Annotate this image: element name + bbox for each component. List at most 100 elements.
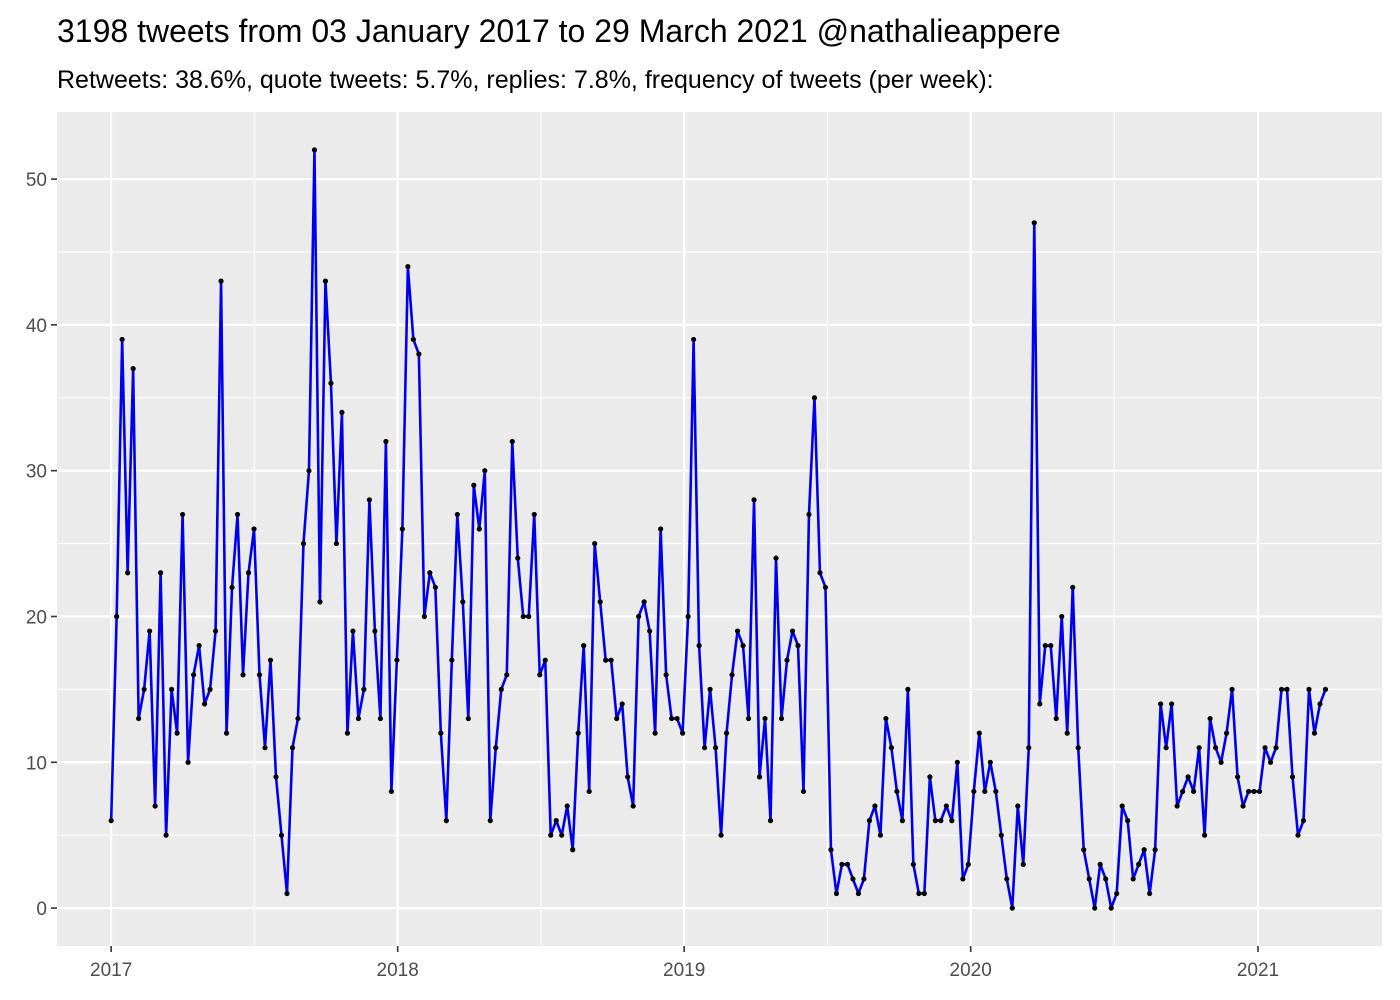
- data-point: [1026, 745, 1032, 751]
- data-point: [465, 715, 471, 722]
- data-point: [1306, 686, 1312, 692]
- data-point: [784, 657, 790, 663]
- data-point: [592, 540, 598, 547]
- data-point: [1015, 803, 1021, 809]
- data-point: [399, 526, 405, 532]
- data-point: [998, 832, 1004, 838]
- data-point: [641, 599, 647, 605]
- data-point: [894, 788, 900, 795]
- data-point: [416, 351, 422, 357]
- data-point: [1289, 774, 1296, 780]
- data-point: [789, 628, 796, 634]
- data-point: [658, 526, 664, 532]
- data-point: [476, 526, 482, 532]
- data-point: [701, 745, 708, 751]
- data-point: [921, 890, 927, 897]
- data-point: [251, 526, 257, 532]
- data-point: [388, 788, 394, 795]
- grid-minor-lines: [57, 112, 1382, 946]
- data-point: [300, 540, 307, 547]
- data-point: [916, 890, 922, 897]
- y-tick-label: 10: [26, 753, 47, 774]
- data-point: [179, 511, 186, 518]
- data-point: [438, 730, 444, 736]
- x-tick-label: 2017: [90, 960, 132, 981]
- data-point: [1300, 818, 1307, 824]
- data-point: [443, 818, 449, 824]
- data-point: [647, 628, 653, 634]
- data-point: [1119, 803, 1125, 809]
- data-point: [509, 438, 515, 445]
- data-point: [1191, 788, 1197, 795]
- data-point: [212, 628, 219, 634]
- data-point: [608, 657, 614, 663]
- data-point: [130, 366, 136, 372]
- data-point: [267, 657, 274, 663]
- data-point: [1163, 745, 1169, 751]
- data-point: [487, 818, 493, 824]
- data-point: [767, 818, 774, 824]
- data-point: [147, 628, 153, 634]
- data-point: [762, 715, 768, 722]
- data-point: [943, 803, 949, 809]
- data-point: [1152, 847, 1158, 853]
- data-point: [795, 643, 801, 649]
- data-point: [839, 861, 845, 867]
- data-point: [971, 788, 977, 795]
- data-point: [1185, 774, 1191, 780]
- data-point: [1136, 861, 1142, 867]
- data-point: [152, 803, 158, 809]
- data-point: [575, 730, 581, 736]
- chart-subtitle: Retweets: 38.6%, quote tweets: 5.7%, rep…: [57, 66, 994, 94]
- data-point: [1141, 847, 1147, 853]
- data-point: [987, 759, 993, 765]
- data-point: [1053, 715, 1059, 722]
- data-point: [190, 672, 197, 678]
- data-point: [169, 686, 175, 692]
- data-point: [729, 672, 735, 678]
- data-point: [273, 774, 279, 780]
- data-point: [993, 788, 999, 795]
- data-point: [756, 774, 763, 780]
- data-point: [520, 613, 526, 620]
- data-point: [1081, 847, 1087, 853]
- data-point: [751, 497, 757, 503]
- data-point: [712, 745, 719, 751]
- data-point: [454, 511, 460, 518]
- x-tick-label: 2021: [1237, 960, 1279, 981]
- y-axis: 0 10 20 30 40 50: [26, 170, 57, 920]
- x-axis: 2017 2018 2019 2020 2021: [90, 946, 1279, 981]
- y-tick-label: 50: [26, 170, 47, 191]
- data-point: [493, 745, 499, 751]
- data-point: [245, 570, 252, 576]
- data-point: [822, 584, 829, 590]
- data-point: [614, 715, 620, 722]
- data-point: [1086, 876, 1092, 882]
- data-point: [932, 818, 938, 824]
- data-point: [1207, 715, 1213, 722]
- data-point: [603, 657, 609, 663]
- data-point: [427, 570, 433, 576]
- data-point: [537, 672, 543, 678]
- data-point: [570, 847, 576, 853]
- data-point: [905, 686, 911, 692]
- data-point: [844, 861, 851, 867]
- data-point: [449, 657, 455, 663]
- data-point: [1147, 890, 1153, 897]
- data-point: [344, 730, 351, 736]
- data-point: [625, 774, 631, 780]
- data-point: [828, 847, 834, 853]
- data-point: [833, 890, 840, 897]
- data-point: [652, 730, 658, 736]
- data-point: [333, 540, 340, 547]
- data-point: [119, 336, 125, 343]
- data-point: [1174, 803, 1180, 809]
- data-point: [691, 336, 697, 343]
- data-point: [125, 570, 131, 576]
- data-point: [1031, 220, 1037, 226]
- data-point: [778, 715, 785, 722]
- y-tick-label: 30: [26, 462, 47, 483]
- data-point: [1278, 686, 1285, 692]
